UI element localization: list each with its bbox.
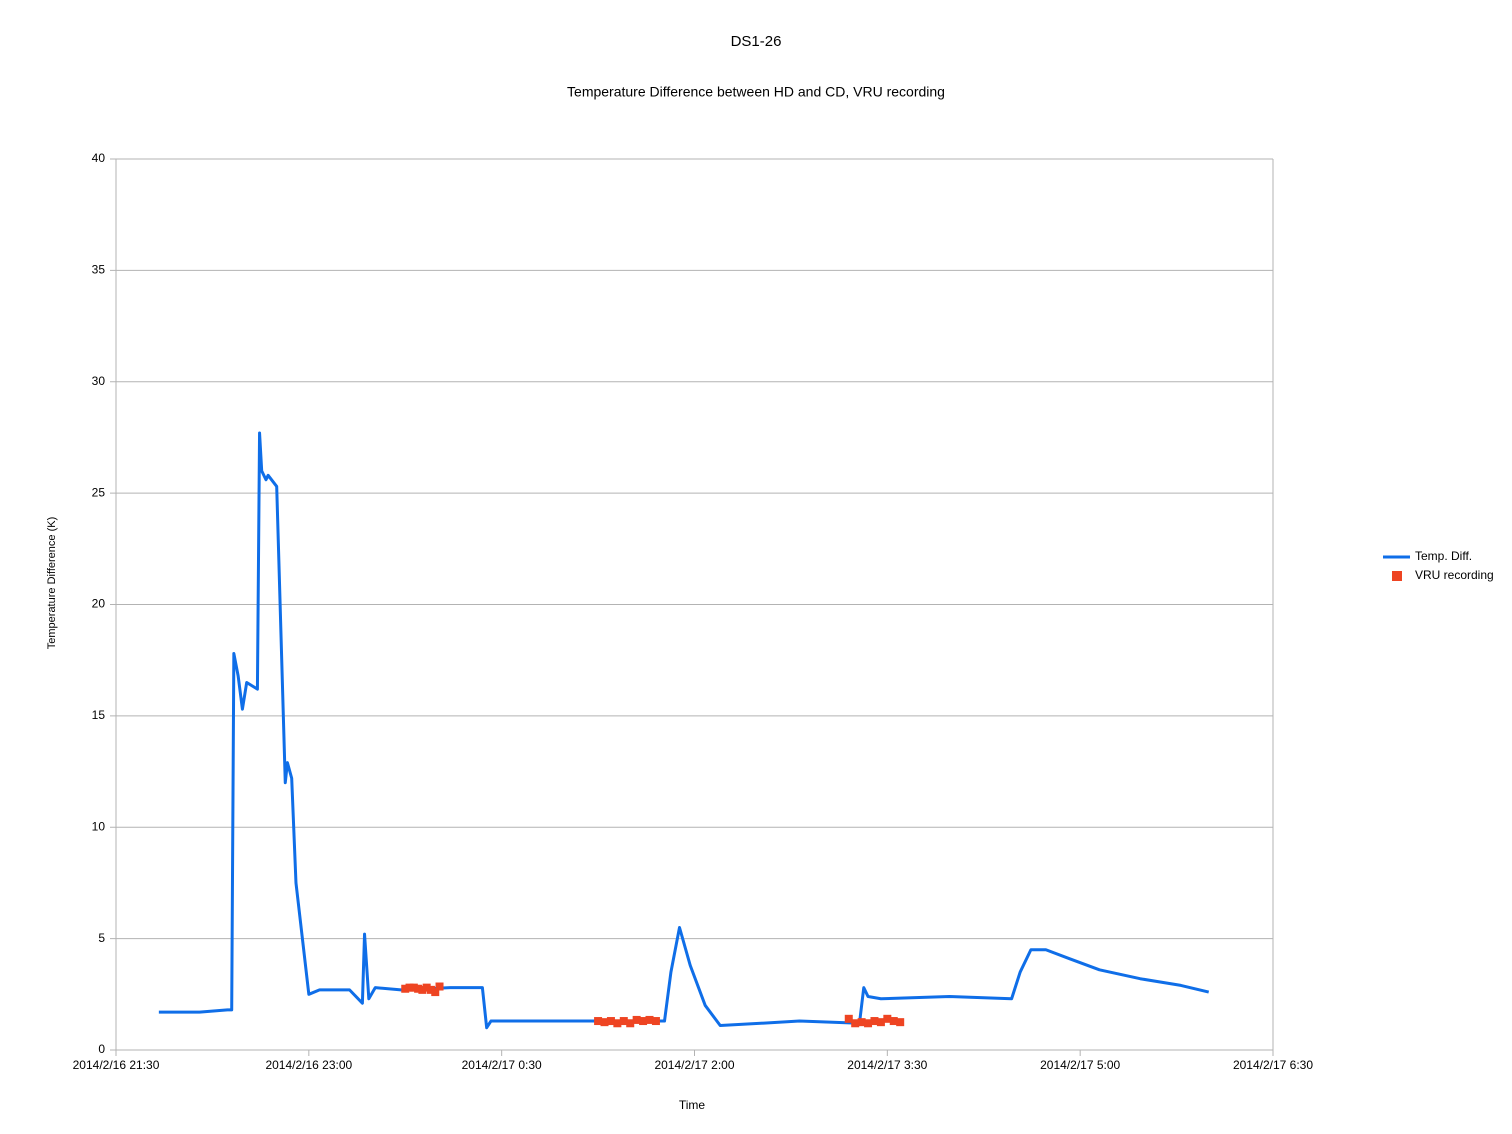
data-point	[414, 984, 423, 993]
y-axis-label: Temperature Difference (K)	[46, 517, 58, 649]
y-tick-label: 40	[92, 151, 106, 165]
data-point	[600, 1018, 609, 1027]
data-point	[435, 982, 444, 991]
data-point	[889, 1017, 898, 1026]
data-point	[639, 1017, 648, 1026]
x-tick-label: 2014/2/17 5:00	[1040, 1058, 1120, 1072]
data-point	[844, 1014, 853, 1023]
legend-label: VRU recording	[1415, 568, 1494, 582]
data-point	[422, 983, 431, 992]
data-point	[651, 1017, 660, 1026]
data-point	[594, 1017, 603, 1026]
data-point	[405, 983, 414, 992]
data-point	[619, 1017, 628, 1026]
data-point	[409, 983, 418, 992]
y-tick-label: 0	[98, 1042, 105, 1056]
data-point	[883, 1014, 892, 1023]
x-tick-label: 2014/2/16 21:30	[73, 1058, 160, 1072]
chart-title: DS1-26	[731, 33, 782, 50]
data-point	[851, 1019, 860, 1028]
data-point	[431, 988, 440, 997]
data-point	[896, 1018, 905, 1027]
x-tick-label: 2014/2/17 0:30	[462, 1058, 542, 1072]
y-tick-label: 20	[92, 597, 106, 611]
x-tick-label: 2014/2/17 2:00	[654, 1058, 734, 1072]
x-tick-label: 2014/2/16 23:00	[265, 1058, 352, 1072]
legend-label: Temp. Diff.	[1415, 549, 1472, 563]
data-point	[606, 1017, 615, 1026]
data-point	[401, 984, 410, 993]
data-point	[626, 1019, 635, 1028]
data-point	[876, 1018, 885, 1027]
x-axis-label: Time	[679, 1098, 706, 1112]
data-point	[864, 1019, 873, 1028]
data-point	[870, 1017, 879, 1026]
data-point	[418, 985, 427, 994]
y-tick-label: 15	[92, 708, 106, 722]
y-tick-label: 10	[92, 819, 106, 833]
data-point	[613, 1019, 622, 1028]
y-tick-label: 5	[98, 931, 105, 945]
x-tick-label: 2014/2/17 3:30	[847, 1058, 927, 1072]
chart-subtitle: Temperature Difference between HD and CD…	[567, 84, 945, 100]
data-line	[158, 431, 1210, 1030]
y-tick-label: 25	[92, 485, 106, 499]
data-point	[857, 1018, 866, 1027]
data-point	[632, 1015, 641, 1024]
x-tick-label: 2014/2/17 6:30	[1233, 1058, 1313, 1072]
legend-swatch	[1392, 571, 1402, 581]
y-tick-label: 35	[92, 263, 106, 277]
data-point	[426, 985, 435, 994]
data-point	[645, 1015, 654, 1024]
y-tick-label: 30	[92, 374, 106, 388]
